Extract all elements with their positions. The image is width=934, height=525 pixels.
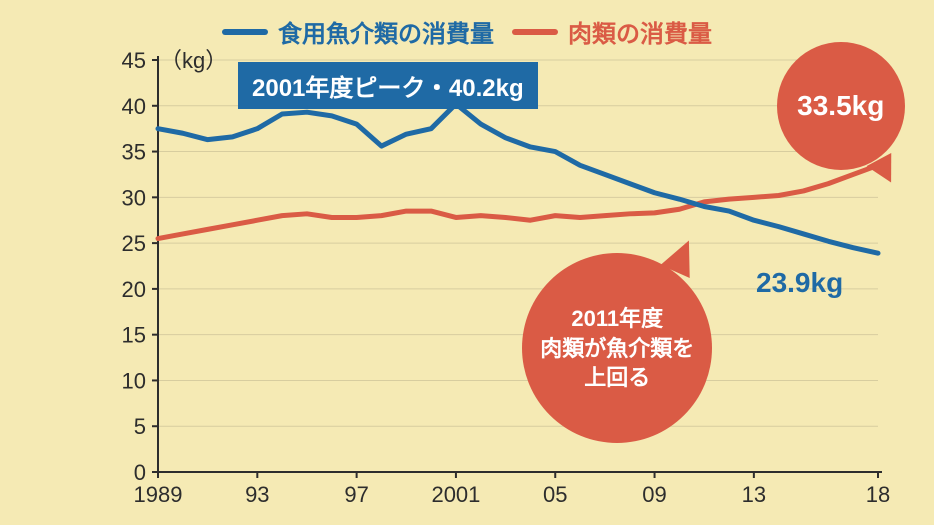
series-meat-line	[158, 165, 878, 238]
callout-cross-line3: 上回る	[540, 363, 694, 393]
callout-meat-bubble: 33.5kg	[777, 42, 905, 170]
callout-peak-box: 2001年度ピーク・40.2kg	[238, 62, 538, 109]
legend-item-fish: 食用魚介類の消費量	[222, 14, 494, 49]
x-tick-label: 05	[543, 482, 567, 507]
series-fish-line	[158, 104, 878, 253]
x-tick-label: 18	[866, 482, 890, 507]
y-tick-label: 5	[134, 414, 146, 439]
callout-meat-bubble-text: 33.5kg	[797, 87, 884, 125]
y-tick-label: 35	[122, 140, 146, 165]
callout-cross-text: 2011年度 肉類が魚介類を 上回る	[540, 304, 694, 393]
y-tick-label: 45	[122, 48, 146, 73]
callout-peak-text: 2001年度ピーク・40.2kg	[252, 75, 524, 102]
legend-swatch-meat	[512, 29, 558, 35]
end-label-fish: 23.9kg	[756, 267, 843, 299]
x-tick-label: 93	[245, 482, 269, 507]
x-tick-label: 13	[742, 482, 766, 507]
y-tick-label: 25	[122, 231, 146, 256]
y-axis-unit: （kg）	[160, 48, 227, 73]
y-tick-label: 30	[122, 185, 146, 210]
x-tick-label: 09	[642, 482, 666, 507]
callout-cross-bubble: 2011年度 肉類が魚介類を 上回る	[522, 253, 712, 443]
chart-root: 食用魚介類の消費量 肉類の消費量 05 10 15 20 25 30 35 40 45 （kg） 1…	[0, 0, 934, 525]
x-tick-label: 97	[344, 482, 368, 507]
callout-cross-line2: 肉類が魚介類を	[540, 334, 694, 364]
y-tick-label: 20	[122, 277, 146, 302]
y-tick-label: 10	[122, 368, 146, 393]
x-tick-label: 2001	[431, 482, 480, 507]
legend-label-meat: 肉類の消費量	[568, 14, 712, 49]
legend-swatch-fish	[222, 29, 268, 35]
legend-item-meat: 肉類の消費量	[512, 14, 712, 49]
legend-label-fish: 食用魚介類の消費量	[278, 14, 494, 49]
y-tick-label: 15	[122, 323, 146, 348]
callout-cross-line1: 2011年度	[540, 304, 694, 334]
y-tick-label: 40	[122, 94, 146, 119]
x-tick-label: 1989	[134, 482, 183, 507]
